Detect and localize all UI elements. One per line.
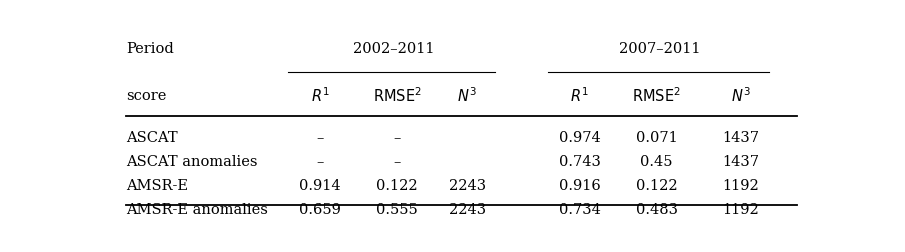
Text: 0.122: 0.122 bbox=[376, 179, 418, 193]
Text: ASCAT: ASCAT bbox=[126, 131, 177, 145]
Text: $\mathit{R}^{1}$: $\mathit{R}^{1}$ bbox=[570, 86, 589, 105]
Text: 1192: 1192 bbox=[722, 203, 759, 217]
Text: 0.914: 0.914 bbox=[300, 179, 341, 193]
Text: 2007–2011: 2007–2011 bbox=[619, 42, 701, 56]
Text: ASCAT anomalies: ASCAT anomalies bbox=[126, 155, 257, 169]
Text: –: – bbox=[394, 155, 401, 169]
Text: –: – bbox=[317, 131, 324, 145]
Text: 0.734: 0.734 bbox=[558, 203, 601, 217]
Text: 2243: 2243 bbox=[449, 179, 486, 193]
Text: Period: Period bbox=[126, 42, 174, 56]
Text: $\mathit{N}^{3}$: $\mathit{N}^{3}$ bbox=[731, 86, 751, 105]
Text: 1437: 1437 bbox=[722, 131, 759, 145]
Text: AMSR-E anomalies: AMSR-E anomalies bbox=[126, 203, 268, 217]
Text: AMSR-E: AMSR-E bbox=[126, 179, 187, 193]
Text: 2002–2011: 2002–2011 bbox=[353, 42, 434, 56]
Text: 1192: 1192 bbox=[722, 179, 759, 193]
Text: 0.555: 0.555 bbox=[376, 203, 418, 217]
Text: $\mathit{N}^{3}$: $\mathit{N}^{3}$ bbox=[457, 86, 477, 105]
Text: 0.483: 0.483 bbox=[635, 203, 678, 217]
Text: –: – bbox=[317, 155, 324, 169]
Text: 0.974: 0.974 bbox=[558, 131, 600, 145]
Text: $\mathrm{RMSE}^{2}$: $\mathrm{RMSE}^{2}$ bbox=[373, 86, 422, 105]
Text: $\mathrm{RMSE}^{2}$: $\mathrm{RMSE}^{2}$ bbox=[633, 86, 681, 105]
Text: 0.916: 0.916 bbox=[558, 179, 600, 193]
Text: score: score bbox=[126, 89, 167, 103]
Text: 0.659: 0.659 bbox=[299, 203, 341, 217]
Text: 0.743: 0.743 bbox=[558, 155, 601, 169]
Text: $\mathit{R}^{1}$: $\mathit{R}^{1}$ bbox=[310, 86, 329, 105]
Text: 0.122: 0.122 bbox=[636, 179, 678, 193]
Text: –: – bbox=[394, 131, 401, 145]
Text: 2243: 2243 bbox=[449, 203, 486, 217]
Text: 0.071: 0.071 bbox=[636, 131, 678, 145]
Text: 0.45: 0.45 bbox=[641, 155, 673, 169]
Text: 1437: 1437 bbox=[722, 155, 759, 169]
